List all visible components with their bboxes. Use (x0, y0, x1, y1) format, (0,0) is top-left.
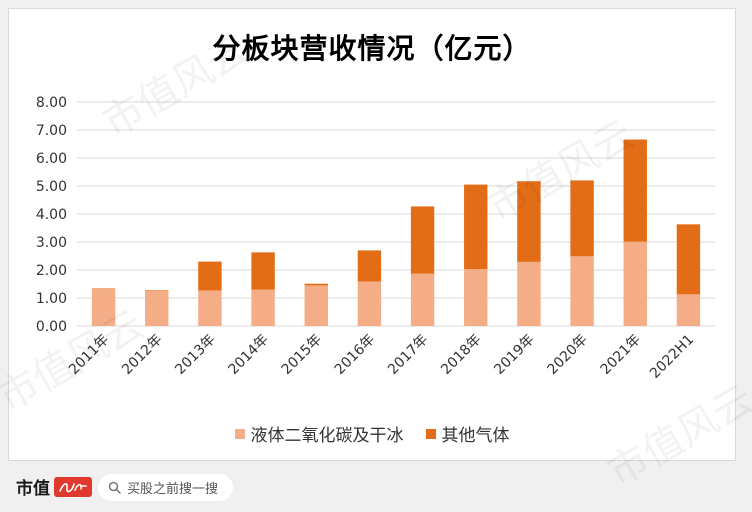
x-tick-label: 2017年 (385, 332, 431, 378)
x-tick-label: 2016年 (332, 332, 378, 378)
brand-badge-icon (54, 476, 92, 497)
bar-segment-liquid-co2 (304, 285, 328, 326)
legend-swatch-other-gas (425, 428, 436, 439)
brand-logo[interactable]: 市值 (16, 474, 92, 499)
bar-segment-liquid-co2 (676, 294, 701, 326)
bar-segment-other-gas (464, 184, 488, 270)
x-tick-label: 2015年 (279, 332, 325, 378)
y-tick-label: 5.00 (36, 179, 67, 195)
y-tick-label: 0.00 (36, 319, 67, 335)
bar-segment-liquid-co2 (91, 289, 116, 326)
legend-swatch-liquid-co2 (234, 428, 245, 439)
legend-item-liquid-co2: 液体二氧化碳及干冰 (234, 421, 404, 446)
x-tick-label: 2014年 (225, 332, 271, 378)
y-tick-label: 8.00 (36, 95, 67, 111)
footer-bar: 市值 买股之前搜一搜 (0, 465, 752, 512)
bar-segment-other-gas (570, 180, 594, 257)
x-tick-label: 2019年 (491, 332, 537, 378)
search-icon (108, 481, 121, 494)
bar-segment-liquid-co2 (145, 290, 169, 326)
chart-card: 分板块营收情况（亿元） 0.00 1.00 2.00 3.00 4.00 5.00 6.00… (0, 8, 752, 496)
bar-segment-liquid-co2 (357, 281, 382, 326)
chart-title: 分板块营收情况（亿元） (212, 32, 532, 65)
bar-segment-liquid-co2 (198, 290, 222, 326)
bar-segment-other-gas (357, 250, 382, 282)
search-placeholder: 买股之前搜一搜 (127, 482, 219, 497)
bar-segment-liquid-co2 (570, 256, 594, 326)
chart-legend: 液体二氧化碳及干冰 其他气体 (9, 421, 735, 446)
bar-segment-liquid-co2 (623, 241, 647, 326)
x-tick-label: 2022H1 (647, 332, 697, 382)
y-tick-label: 4.00 (36, 207, 67, 223)
legend-label-other-gas: 其他气体 (441, 426, 510, 446)
bar-segment-liquid-co2 (464, 269, 488, 326)
search-box[interactable]: 买股之前搜一搜 (98, 474, 233, 501)
legend-item-other-gas: 其他气体 (425, 421, 510, 446)
bar-chart: 0.00 1.00 2.00 3.00 4.00 5.00 6.00 7.00 8.00 2011… (36, 95, 715, 382)
bar-segment-liquid-co2 (517, 261, 541, 326)
x-tick-label: 2011年 (66, 332, 112, 378)
x-tick-label: 2012年 (119, 332, 165, 378)
bar-segment-other-gas (251, 252, 275, 290)
y-tick-label: 6.00 (36, 151, 67, 167)
y-tick-label: 3.00 (36, 235, 67, 251)
bar-segment-other-gas (145, 290, 169, 291)
y-tick-label: 2.00 (36, 263, 67, 279)
bar-segment-other-gas (91, 288, 116, 290)
bar-segment-other-gas (304, 283, 328, 286)
x-tick-label: 2013年 (172, 332, 218, 378)
y-tick-label: 1.00 (36, 291, 67, 307)
bar-segment-other-gas (198, 261, 222, 291)
bar-segment-other-gas (517, 181, 541, 262)
y-tick-label: 7.00 (36, 123, 67, 139)
legend-label-liquid-co2: 液体二氧化碳及干冰 (250, 426, 404, 446)
brand-name: 市值 (16, 479, 50, 499)
bar-segment-other-gas (623, 139, 647, 242)
x-tick-label: 2018年 (438, 332, 484, 378)
bar-segment-other-gas (410, 206, 435, 274)
x-tick-label: 2020年 (544, 332, 590, 378)
bar-segment-other-gas (676, 224, 701, 295)
bar-segment-liquid-co2 (410, 273, 435, 326)
bar-segment-liquid-co2 (251, 289, 275, 326)
x-tick-label: 2021年 (598, 332, 644, 378)
